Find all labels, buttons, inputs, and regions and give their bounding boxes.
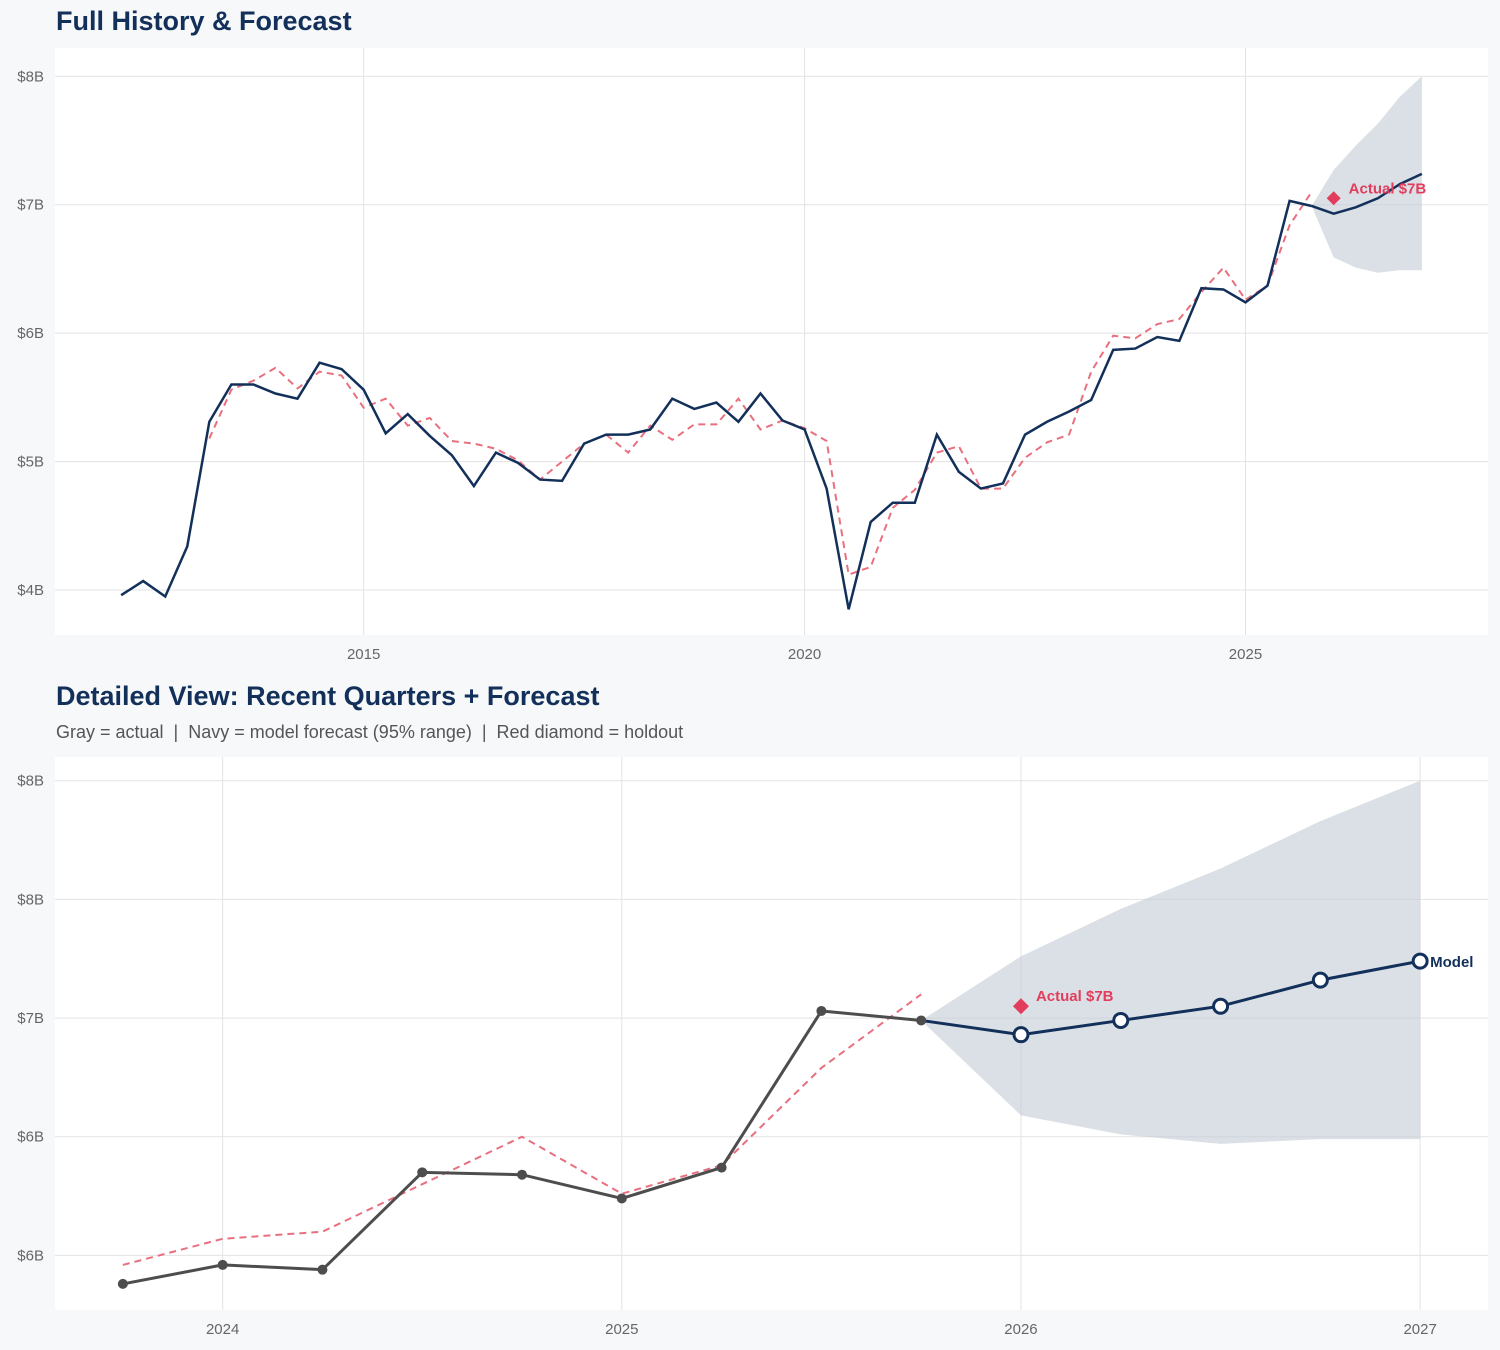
x-tick-label: 2026 [1004, 1321, 1037, 1338]
y-tick-label: $4B [17, 582, 44, 599]
full-history-chart: $4B $5B $6B $7B $8B 2015 2020 2025 Actual $7B [17, 48, 1488, 663]
actual-point [317, 1264, 328, 1275]
actual-point [217, 1259, 228, 1270]
holdout-label: Actual $7B [1349, 180, 1427, 197]
fitted-line [122, 993, 922, 1266]
forecast-point [1411, 952, 1429, 970]
y-tick-label: $8B [17, 891, 44, 908]
actual-point [117, 1278, 128, 1289]
forecast-95-range-band [921, 780, 1421, 1144]
x-tick-label: 2025 [1229, 646, 1262, 663]
holdout-diamond [1012, 998, 1029, 1015]
holdout-diamond [1326, 191, 1341, 206]
bottom-chart-subtitle: Gray = actual | Navy = model forecast (9… [56, 722, 684, 742]
y-tick-label: $7B [17, 1010, 44, 1027]
forecast-95-range-band [1311, 76, 1422, 273]
y-tick-label: $7B [17, 197, 44, 214]
actual-point [716, 1162, 727, 1173]
forecast-point [1311, 971, 1329, 989]
forecast-line [1311, 172, 1423, 216]
actual-point [816, 1005, 827, 1016]
x-tick-label: 2027 [1403, 1321, 1436, 1338]
bottom-chart-title: Detailed View: Recent Quarters + Forecas… [56, 681, 600, 711]
actual-point [616, 1193, 627, 1204]
x-tick-label: 2015 [347, 646, 380, 663]
y-tick-label: $6B [17, 1247, 44, 1264]
y-tick-label: $5B [17, 454, 44, 471]
forecast-line [920, 959, 1421, 1037]
forecast-point [1012, 1026, 1030, 1044]
top-chart-title: Full History & Forecast [56, 6, 352, 36]
y-tick-label: $6B [17, 1129, 44, 1146]
x-tick-label: 2024 [206, 1321, 239, 1338]
x-tick-label: 2025 [605, 1321, 638, 1338]
y-tick-label: $6B [17, 325, 44, 342]
forecast-label: Model [1430, 954, 1473, 971]
actual-line [120, 199, 1312, 610]
actual-point [417, 1167, 428, 1178]
x-tick-label: 2020 [788, 646, 821, 663]
holdout-label: Actual $7B [1036, 988, 1114, 1005]
actual-point [916, 1015, 927, 1026]
y-tick-label: $8B [17, 68, 44, 85]
forecast-point [1212, 997, 1230, 1015]
plot-panel [55, 48, 1488, 635]
actual-point [517, 1169, 528, 1180]
forecast-point [1112, 1011, 1130, 1029]
y-tick-label: $8B [17, 773, 44, 790]
fitted-line [208, 191, 1313, 576]
